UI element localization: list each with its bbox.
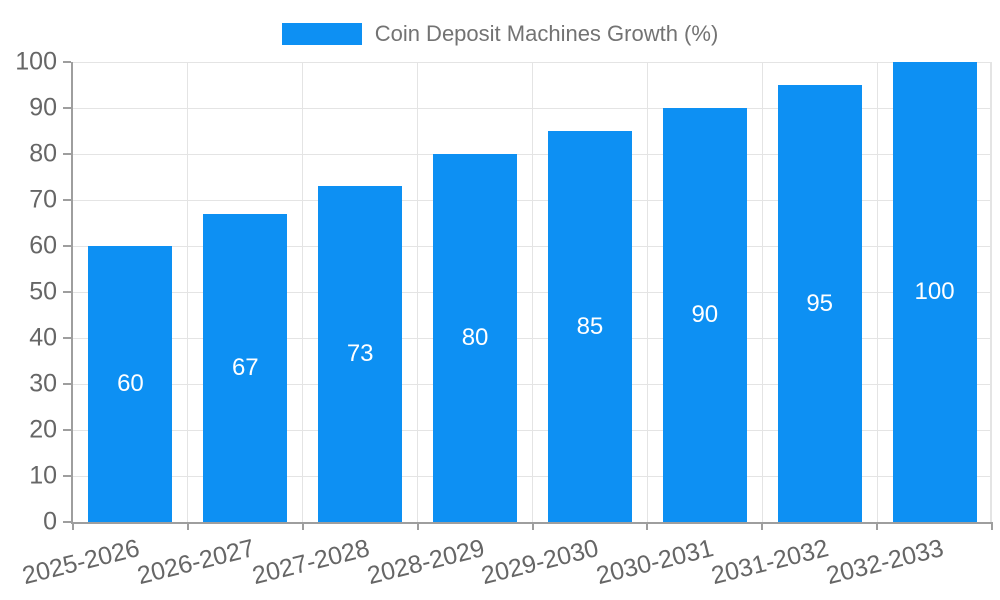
gridline-vertical <box>302 62 304 522</box>
y-axis-tick <box>63 199 71 201</box>
y-axis-tick-label: 80 <box>29 139 57 168</box>
plot-area: 0 10 20 30 40 50 60 70 80 90 100 60 2025-2026 67 2026-… <box>15 48 993 590</box>
legend-item[interactable]: Coin Deposit Machines Growth (%) <box>281 21 719 47</box>
bar-value-label: 60 <box>117 370 144 397</box>
x-axis-tick <box>646 522 649 530</box>
bar-value-label: 95 <box>806 289 834 317</box>
y-axis-tick-label: 50 <box>29 277 57 306</box>
y-axis-tick-label: 100 <box>15 47 57 76</box>
y-axis-tick-label: 10 <box>29 461 57 490</box>
bar-value-label: 100 <box>914 278 955 305</box>
y-axis-tick <box>63 153 71 155</box>
legend-label: Coin Deposit Machines Growth (%) <box>374 21 719 46</box>
bar-2027-2028[interactable]: 73 <box>318 186 403 522</box>
y-axis-tick <box>63 245 71 247</box>
bar-2028-2029[interactable]: 80 <box>433 154 518 522</box>
gridline-vertical <box>532 62 533 522</box>
y-axis-tick <box>63 107 71 109</box>
gridline-vertical <box>761 62 763 522</box>
bar-value-label: 80 <box>461 324 489 351</box>
y-axis-tick <box>63 337 71 339</box>
x-axis-label: 2028-2029 <box>364 534 487 591</box>
bar-value-label: 85 <box>576 312 604 340</box>
x-axis-tick <box>876 522 879 530</box>
x-axis-tick <box>416 522 419 530</box>
y-axis-tick-label: 20 <box>29 415 57 444</box>
bar-value-label: 90 <box>691 301 719 328</box>
bar-2025-2026[interactable]: 60 <box>88 246 173 522</box>
x-axis-label: 2025-2026 <box>19 534 143 591</box>
bar-2031-2032[interactable]: 95 <box>777 85 862 522</box>
y-axis-line <box>71 62 73 524</box>
x-axis-tick <box>761 522 764 530</box>
y-axis-tick <box>63 475 71 477</box>
x-axis-label: 2032-2033 <box>823 534 947 591</box>
x-axis-label: 2027-2028 <box>249 534 372 591</box>
bar-value-label: 73 <box>346 340 374 368</box>
gridline-vertical <box>646 62 648 522</box>
bar-2029-2030[interactable]: 85 <box>547 131 632 522</box>
bar-2032-2033[interactable]: 100 <box>892 62 977 522</box>
bar-2026-2027[interactable]: 67 <box>203 213 288 522</box>
legend: Coin Deposit Machines Growth (%) <box>0 21 1000 47</box>
y-axis-tick <box>63 521 71 523</box>
y-axis-tick-label: 70 <box>29 185 57 214</box>
gridline-vertical <box>417 62 419 522</box>
y-axis-tick-label: 60 <box>29 231 57 260</box>
x-axis-label: 2030-2031 <box>593 534 717 591</box>
bar-value-label: 67 <box>231 353 259 381</box>
gridline-vertical <box>876 62 878 522</box>
y-axis-tick <box>63 61 71 64</box>
y-axis-tick <box>63 383 71 385</box>
y-axis-tick-label: 90 <box>29 93 57 122</box>
x-axis-tick <box>991 522 993 530</box>
y-axis-tick-label: 40 <box>29 323 57 352</box>
y-axis-tick-label: 30 <box>29 369 57 398</box>
legend-swatch-icon <box>281 23 362 45</box>
x-axis-tick <box>72 522 74 530</box>
y-axis-tick <box>63 429 71 431</box>
x-axis-label: 2026-2027 <box>134 534 258 591</box>
gridline-vertical <box>187 62 189 522</box>
x-axis-label: 2031-2032 <box>708 534 832 591</box>
x-axis-tick <box>186 522 189 530</box>
x-axis-tick <box>531 522 534 530</box>
y-axis-tick <box>63 291 71 293</box>
y-axis-tick-label: 0 <box>43 507 57 536</box>
x-axis-label: 2029-2030 <box>478 534 602 591</box>
x-axis-tick <box>301 522 304 530</box>
bar-2030-2031[interactable]: 90 <box>662 108 747 522</box>
